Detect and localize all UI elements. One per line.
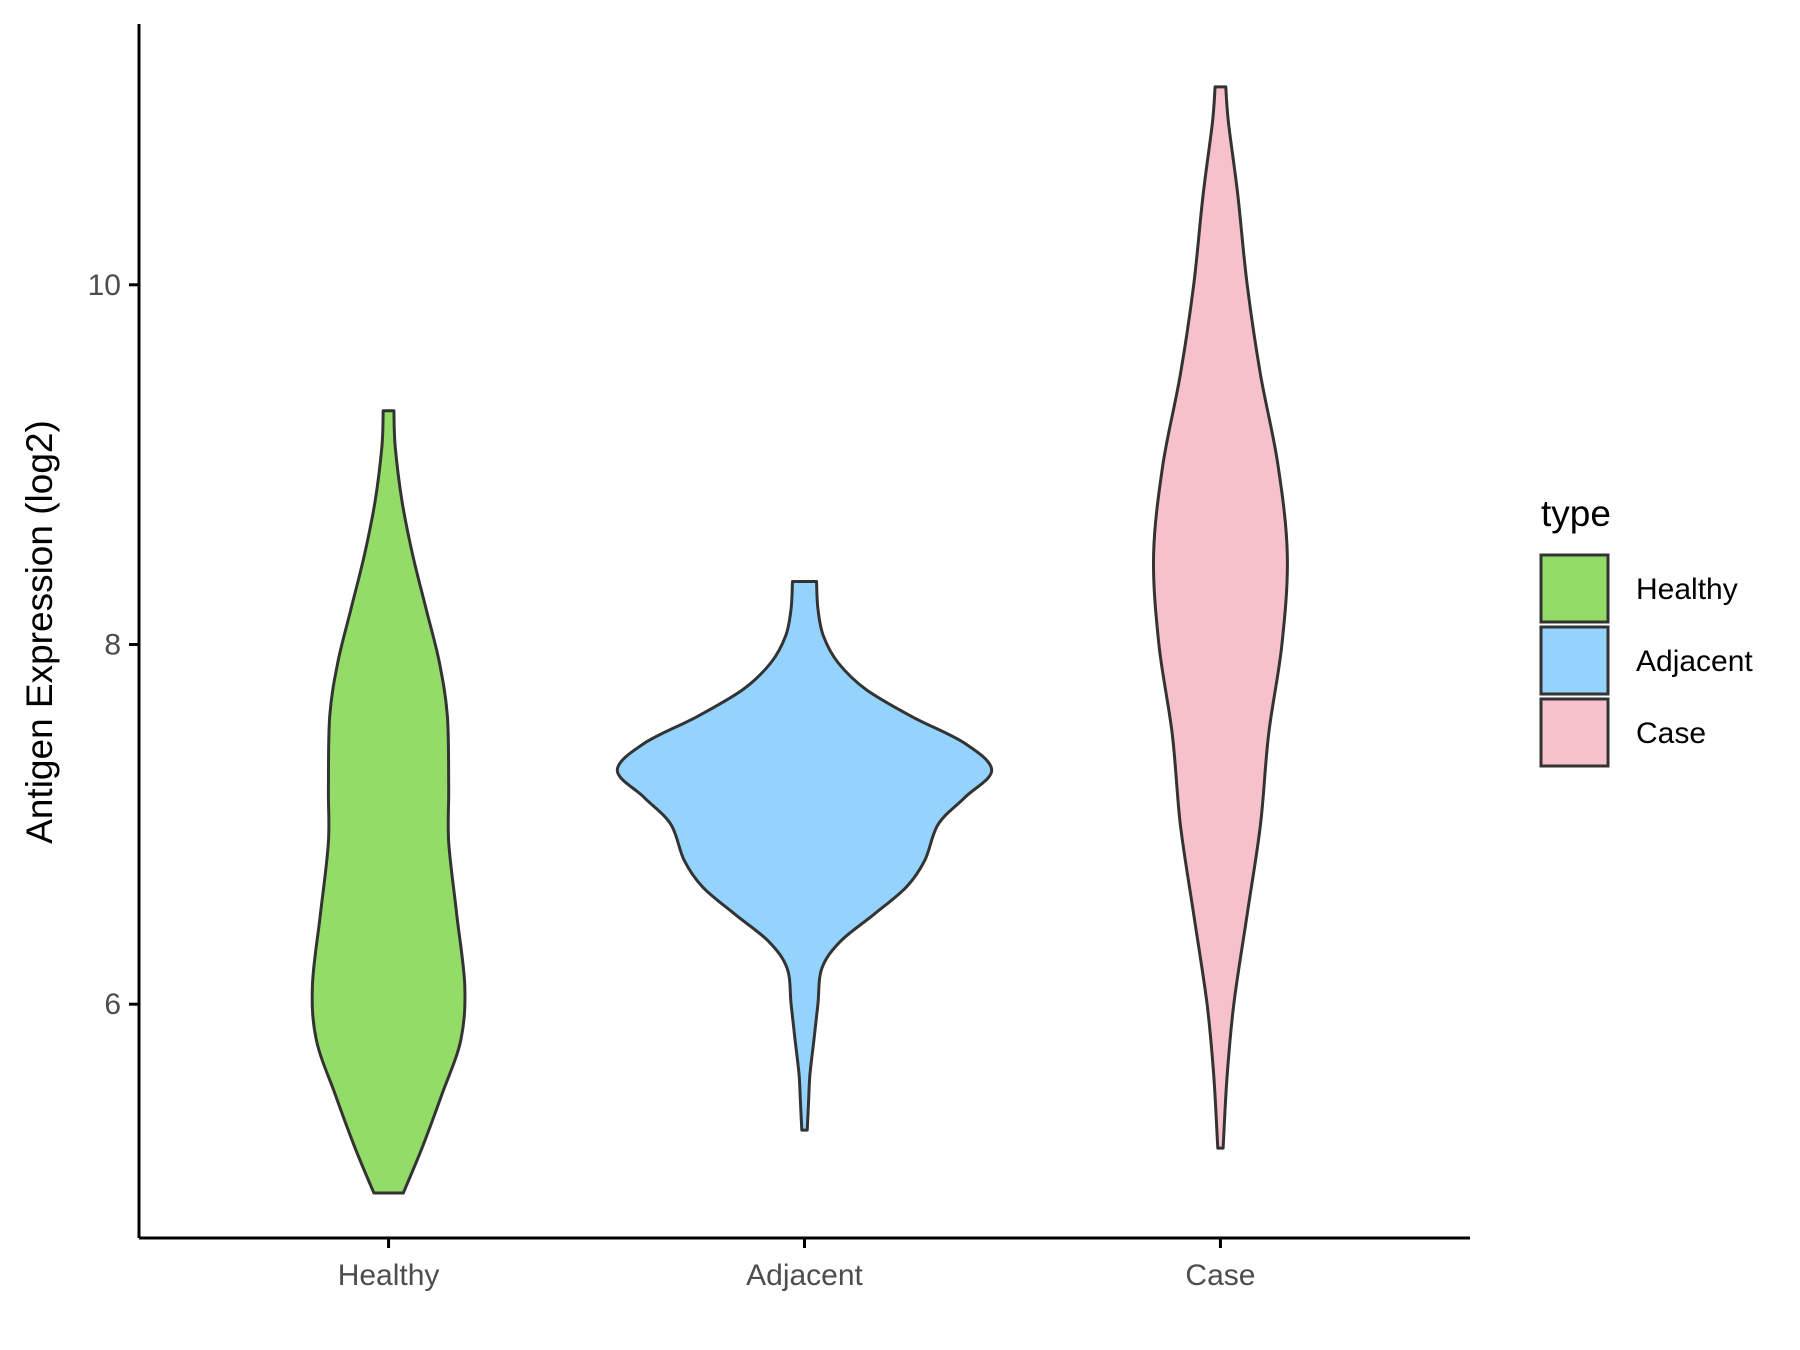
legend-swatch-healthy	[1539, 553, 1610, 624]
y-tick-label: 10	[88, 269, 121, 302]
legend-label-adjacent: Adjacent	[1636, 645, 1753, 678]
x-tick-label: Adjacent	[746, 1259, 863, 1292]
violin-adjacent	[615, 580, 994, 1132]
violin-healthy	[310, 409, 467, 1195]
y-tick-label: 6	[104, 988, 121, 1021]
legend-swatch-adjacent	[1539, 625, 1610, 696]
legend: type Healthy Adjacent Case	[1539, 493, 1753, 768]
legend-entries: Healthy Adjacent Case	[1539, 553, 1753, 768]
y-ticks: 6 8 10	[88, 269, 139, 1021]
y-axis-title: Antigen Expression (log2)	[19, 420, 60, 844]
violins	[310, 85, 1289, 1195]
legend-title: type	[1541, 493, 1611, 534]
legend-label-case: Case	[1636, 717, 1706, 750]
x-tick-label: Case	[1185, 1259, 1255, 1292]
y-tick-label: 8	[104, 628, 121, 661]
axes: 6 8 10 Healthy Adjacent Case Antigen Express…	[19, 24, 1470, 1292]
legend-label-healthy: Healthy	[1636, 573, 1738, 606]
violin-case	[1151, 85, 1289, 1150]
x-tick-label: Healthy	[338, 1259, 440, 1292]
x-ticks: Healthy Adjacent Case	[338, 1238, 1255, 1292]
legend-swatch-case	[1539, 697, 1610, 768]
